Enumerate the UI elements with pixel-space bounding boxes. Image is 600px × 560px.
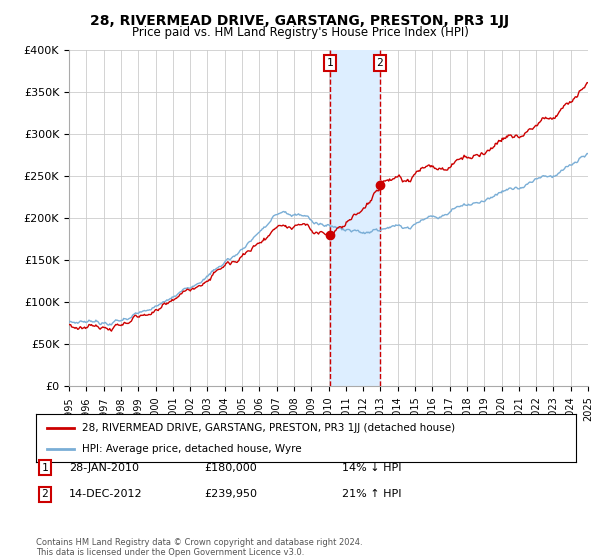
Text: HPI: Average price, detached house, Wyre: HPI: Average price, detached house, Wyre xyxy=(82,444,302,454)
Text: 28, RIVERMEAD DRIVE, GARSTANG, PRESTON, PR3 1JJ: 28, RIVERMEAD DRIVE, GARSTANG, PRESTON, … xyxy=(91,14,509,28)
Text: 1: 1 xyxy=(326,58,333,68)
Text: 2: 2 xyxy=(41,489,49,500)
Text: 2: 2 xyxy=(376,58,383,68)
Text: 21% ↑ HPI: 21% ↑ HPI xyxy=(342,489,401,500)
Text: Price paid vs. HM Land Registry's House Price Index (HPI): Price paid vs. HM Land Registry's House … xyxy=(131,26,469,39)
Text: 28, RIVERMEAD DRIVE, GARSTANG, PRESTON, PR3 1JJ (detached house): 28, RIVERMEAD DRIVE, GARSTANG, PRESTON, … xyxy=(82,423,455,433)
Text: 1: 1 xyxy=(41,463,49,473)
Text: Contains HM Land Registry data © Crown copyright and database right 2024.
This d: Contains HM Land Registry data © Crown c… xyxy=(36,538,362,557)
Text: £239,950: £239,950 xyxy=(204,489,257,500)
Bar xyxy=(330,50,380,386)
Text: 28-JAN-2010: 28-JAN-2010 xyxy=(69,463,139,473)
Text: 14-DEC-2012: 14-DEC-2012 xyxy=(69,489,143,500)
Text: 14% ↓ HPI: 14% ↓ HPI xyxy=(342,463,401,473)
Text: £180,000: £180,000 xyxy=(204,463,257,473)
